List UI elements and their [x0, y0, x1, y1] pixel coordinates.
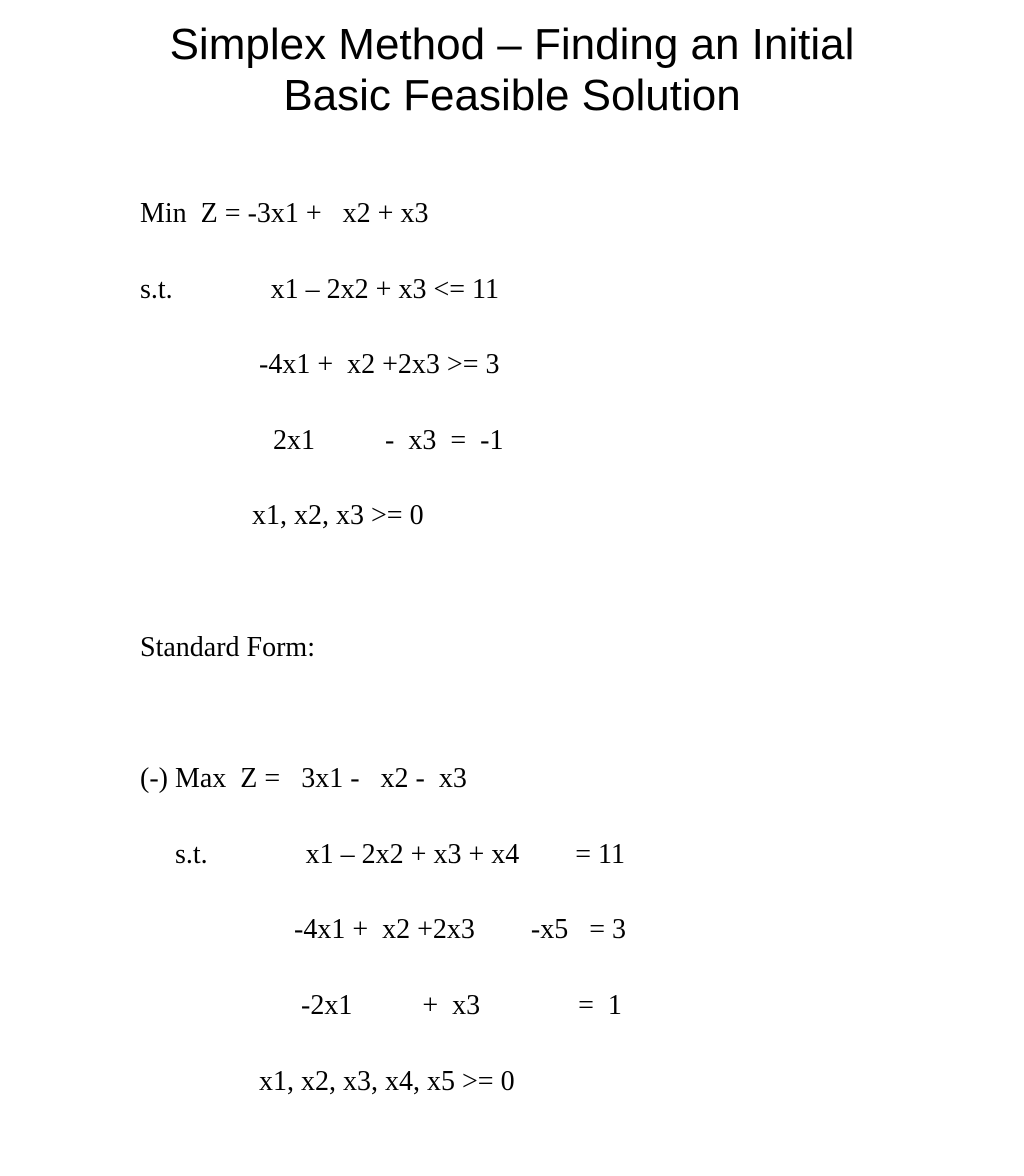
- slide-body: Min Z = -3x1 + x2 + x3 s.t. x1 – 2x2 + x…: [140, 157, 1024, 1176]
- title-line-2: Basic Feasible Solution: [283, 71, 740, 120]
- spacer: [140, 704, 1024, 722]
- problem-line-4: 2x1 - x3 = -1: [140, 422, 1024, 460]
- problem-line-3: -4x1 + x2 +2x3 >= 3: [140, 346, 1024, 384]
- slide: Simplex Method – Finding an Initial Basi…: [0, 0, 1024, 768]
- problem-line-2: s.t. x1 – 2x2 + x3 <= 11: [140, 271, 1024, 309]
- standard-line-2: s.t. x1 – 2x2 + x3 + x4 = 11: [140, 836, 1024, 874]
- problem-line-1: Min Z = -3x1 + x2 + x3: [140, 195, 1024, 233]
- standard-line-1: (-) Max Z = 3x1 - x2 - x3: [140, 760, 1024, 798]
- spacer: [140, 573, 1024, 591]
- slide-title: Simplex Method – Finding an Initial Basi…: [40, 20, 984, 121]
- standard-line-4: -2x1 + x3 = 1: [140, 987, 1024, 1025]
- standard-form-heading: Standard Form:: [140, 629, 1024, 667]
- standard-line-5: x1, x2, x3, x4, x5 >= 0: [140, 1063, 1024, 1101]
- title-line-1: Simplex Method – Finding an Initial: [170, 20, 855, 69]
- problem-line-5: x1, x2, x3 >= 0: [140, 497, 1024, 535]
- standard-line-3: -4x1 + x2 +2x3 -x5 = 3: [140, 911, 1024, 949]
